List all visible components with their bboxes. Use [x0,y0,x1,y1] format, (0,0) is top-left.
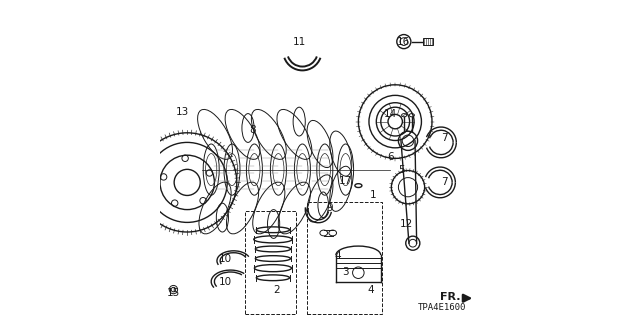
Text: 10: 10 [219,276,232,287]
Text: 15: 15 [167,288,180,298]
Text: 4: 4 [334,251,341,261]
Ellipse shape [410,114,415,117]
Ellipse shape [402,114,407,117]
Text: TPA4E1600: TPA4E1600 [417,303,466,312]
Text: 13: 13 [176,107,189,117]
Bar [423,38,433,45]
Text: 3: 3 [342,267,349,277]
Text: 7: 7 [442,177,448,188]
Text: 7: 7 [442,132,448,143]
Text: 1: 1 [369,190,376,200]
Text: 10: 10 [219,254,232,264]
Bar [307,202,383,314]
Text: 9: 9 [326,203,333,213]
Text: 11: 11 [292,36,306,47]
Text: 17: 17 [339,176,352,186]
Text: 5: 5 [398,164,405,175]
Text: 16: 16 [397,36,410,47]
Text: 6: 6 [387,152,394,162]
Text: 8: 8 [250,124,256,135]
Text: 14: 14 [384,108,397,119]
Text: FR.: FR. [440,292,461,302]
Bar [245,211,296,314]
Text: 12: 12 [400,219,413,229]
Text: 4: 4 [368,284,374,295]
Text: 2: 2 [273,284,280,295]
